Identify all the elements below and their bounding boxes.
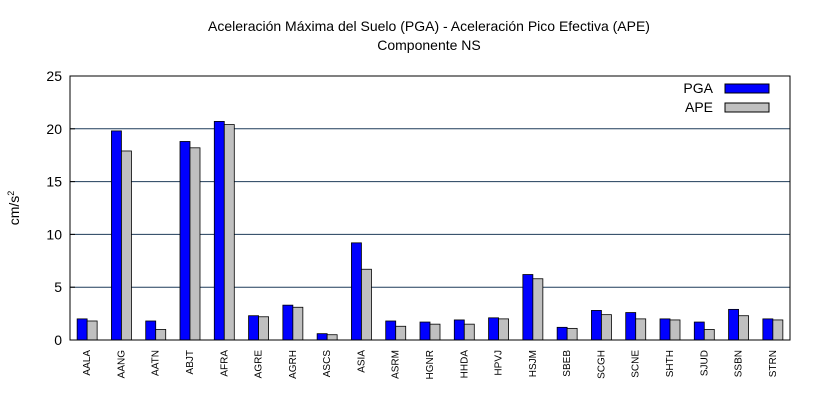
y-tick-label: 5	[54, 279, 62, 295]
y-ticks: 0 5 10 15 20 25	[46, 68, 75, 348]
bar-ape-asrm	[395, 325, 407, 341]
bar-pga-aatn	[145, 320, 157, 341]
bar-ape-ascs	[326, 334, 338, 341]
bar-pga-asrm	[385, 320, 397, 341]
bar-ape-abjt	[189, 147, 201, 341]
legend-label-ape: APE	[685, 99, 713, 115]
bars	[76, 121, 784, 341]
x-tick-label: SCGH	[596, 350, 607, 379]
gridlines	[70, 128, 790, 288]
bar-pga-hsjm	[522, 274, 534, 341]
chart-title: Aceleración Máxima del Suelo (PGA) - Ace…	[208, 18, 650, 34]
bar-ape-aala	[86, 320, 98, 341]
bar-ape-sjud	[703, 329, 715, 341]
bar-ape-asia	[361, 268, 372, 341]
bar-pga-agre	[248, 315, 259, 341]
x-tick-label: AALA	[82, 350, 93, 376]
bar-ape-sbeb	[566, 327, 578, 341]
bar-pga-aala	[76, 318, 88, 341]
bar-ape-hgnr	[429, 323, 441, 341]
bar-ape-ssbn	[738, 315, 749, 341]
y-tick-label: 15	[46, 174, 62, 190]
bar-ape-agre	[258, 316, 269, 341]
y-tick-label: 10	[46, 226, 62, 242]
bar-ape-scne	[635, 318, 647, 341]
y-tick-label: 25	[46, 68, 62, 84]
bar-pga-agrh	[282, 304, 294, 341]
chart-subtitle: Componente NS	[377, 37, 481, 53]
bar-pga-aang	[111, 130, 122, 341]
x-tick-label: STRN	[768, 350, 779, 377]
bar-pga-scne	[625, 312, 637, 341]
bar-ape-strn	[772, 319, 784, 341]
bar-pga-sbeb	[556, 326, 568, 341]
bar-ape-hhda	[463, 323, 475, 341]
x-tick-label: AGRH	[288, 350, 299, 379]
x-tick-label: ABJT	[185, 350, 196, 374]
y-tick-label: 0	[54, 332, 62, 348]
bar-pga-ascs	[316, 333, 328, 341]
x-tick-label: AFRA	[219, 350, 230, 377]
bar-pga-ssbn	[728, 308, 739, 341]
x-tick-label: HPVJ	[494, 350, 505, 376]
bar-pga-afra	[213, 121, 225, 341]
x-tick-label: AATN	[151, 350, 162, 376]
y-tick-label: 20	[46, 121, 62, 137]
legend-label-pga: PGA	[683, 80, 713, 96]
bar-pga-sjud	[693, 321, 705, 341]
x-ticks: AALA AANG AATN ABJT AFRA AGRE AGRH ASCS ASIA ASRM…	[82, 350, 779, 380]
bar-pga-hgnr	[419, 321, 431, 341]
x-tick-label: AANG	[116, 350, 127, 379]
legend: PGA APE	[683, 80, 770, 115]
bar-ape-aatn	[155, 329, 167, 341]
bar-ape-aang	[121, 150, 132, 341]
bar-ape-hpvj	[498, 318, 509, 341]
x-tick-label: HHDA	[459, 350, 470, 379]
x-tick-label: SJUD	[699, 350, 710, 376]
y-axis-label: cm/s2	[6, 191, 22, 226]
bar-pga-strn	[762, 318, 774, 341]
x-tick-label: SCNE	[631, 350, 642, 378]
x-tick-label: ASCS	[322, 350, 333, 378]
bar-ape-agrh	[292, 306, 304, 341]
bar-pga-abjt	[179, 141, 191, 341]
x-tick-label: HGNR	[425, 350, 436, 379]
bar-ape-hsjm	[532, 278, 544, 341]
legend-swatch-ape	[724, 102, 770, 113]
x-tick-label: AGRE	[254, 350, 265, 379]
plot-frame	[69, 75, 791, 341]
bar-ape-shth	[669, 319, 681, 341]
bar-pga-asia	[351, 242, 362, 341]
x-tick-label: ASIA	[356, 350, 367, 373]
x-tick-label: HSJM	[528, 350, 539, 377]
bar-pga-scgh	[591, 310, 602, 341]
x-tick-label: ASRM	[391, 350, 402, 379]
bar-ape-afra	[223, 124, 235, 341]
x-tick-label: SHTH	[665, 350, 676, 377]
bar-pga-hhda	[453, 319, 465, 341]
bar-pga-shth	[659, 318, 671, 341]
bar-ape-scgh	[601, 314, 612, 341]
x-tick-label: SSBN	[734, 350, 745, 377]
x-tick-label: SBEB	[562, 350, 573, 377]
legend-swatch-pga	[724, 83, 770, 94]
bar-pga-hpvj	[488, 317, 499, 341]
